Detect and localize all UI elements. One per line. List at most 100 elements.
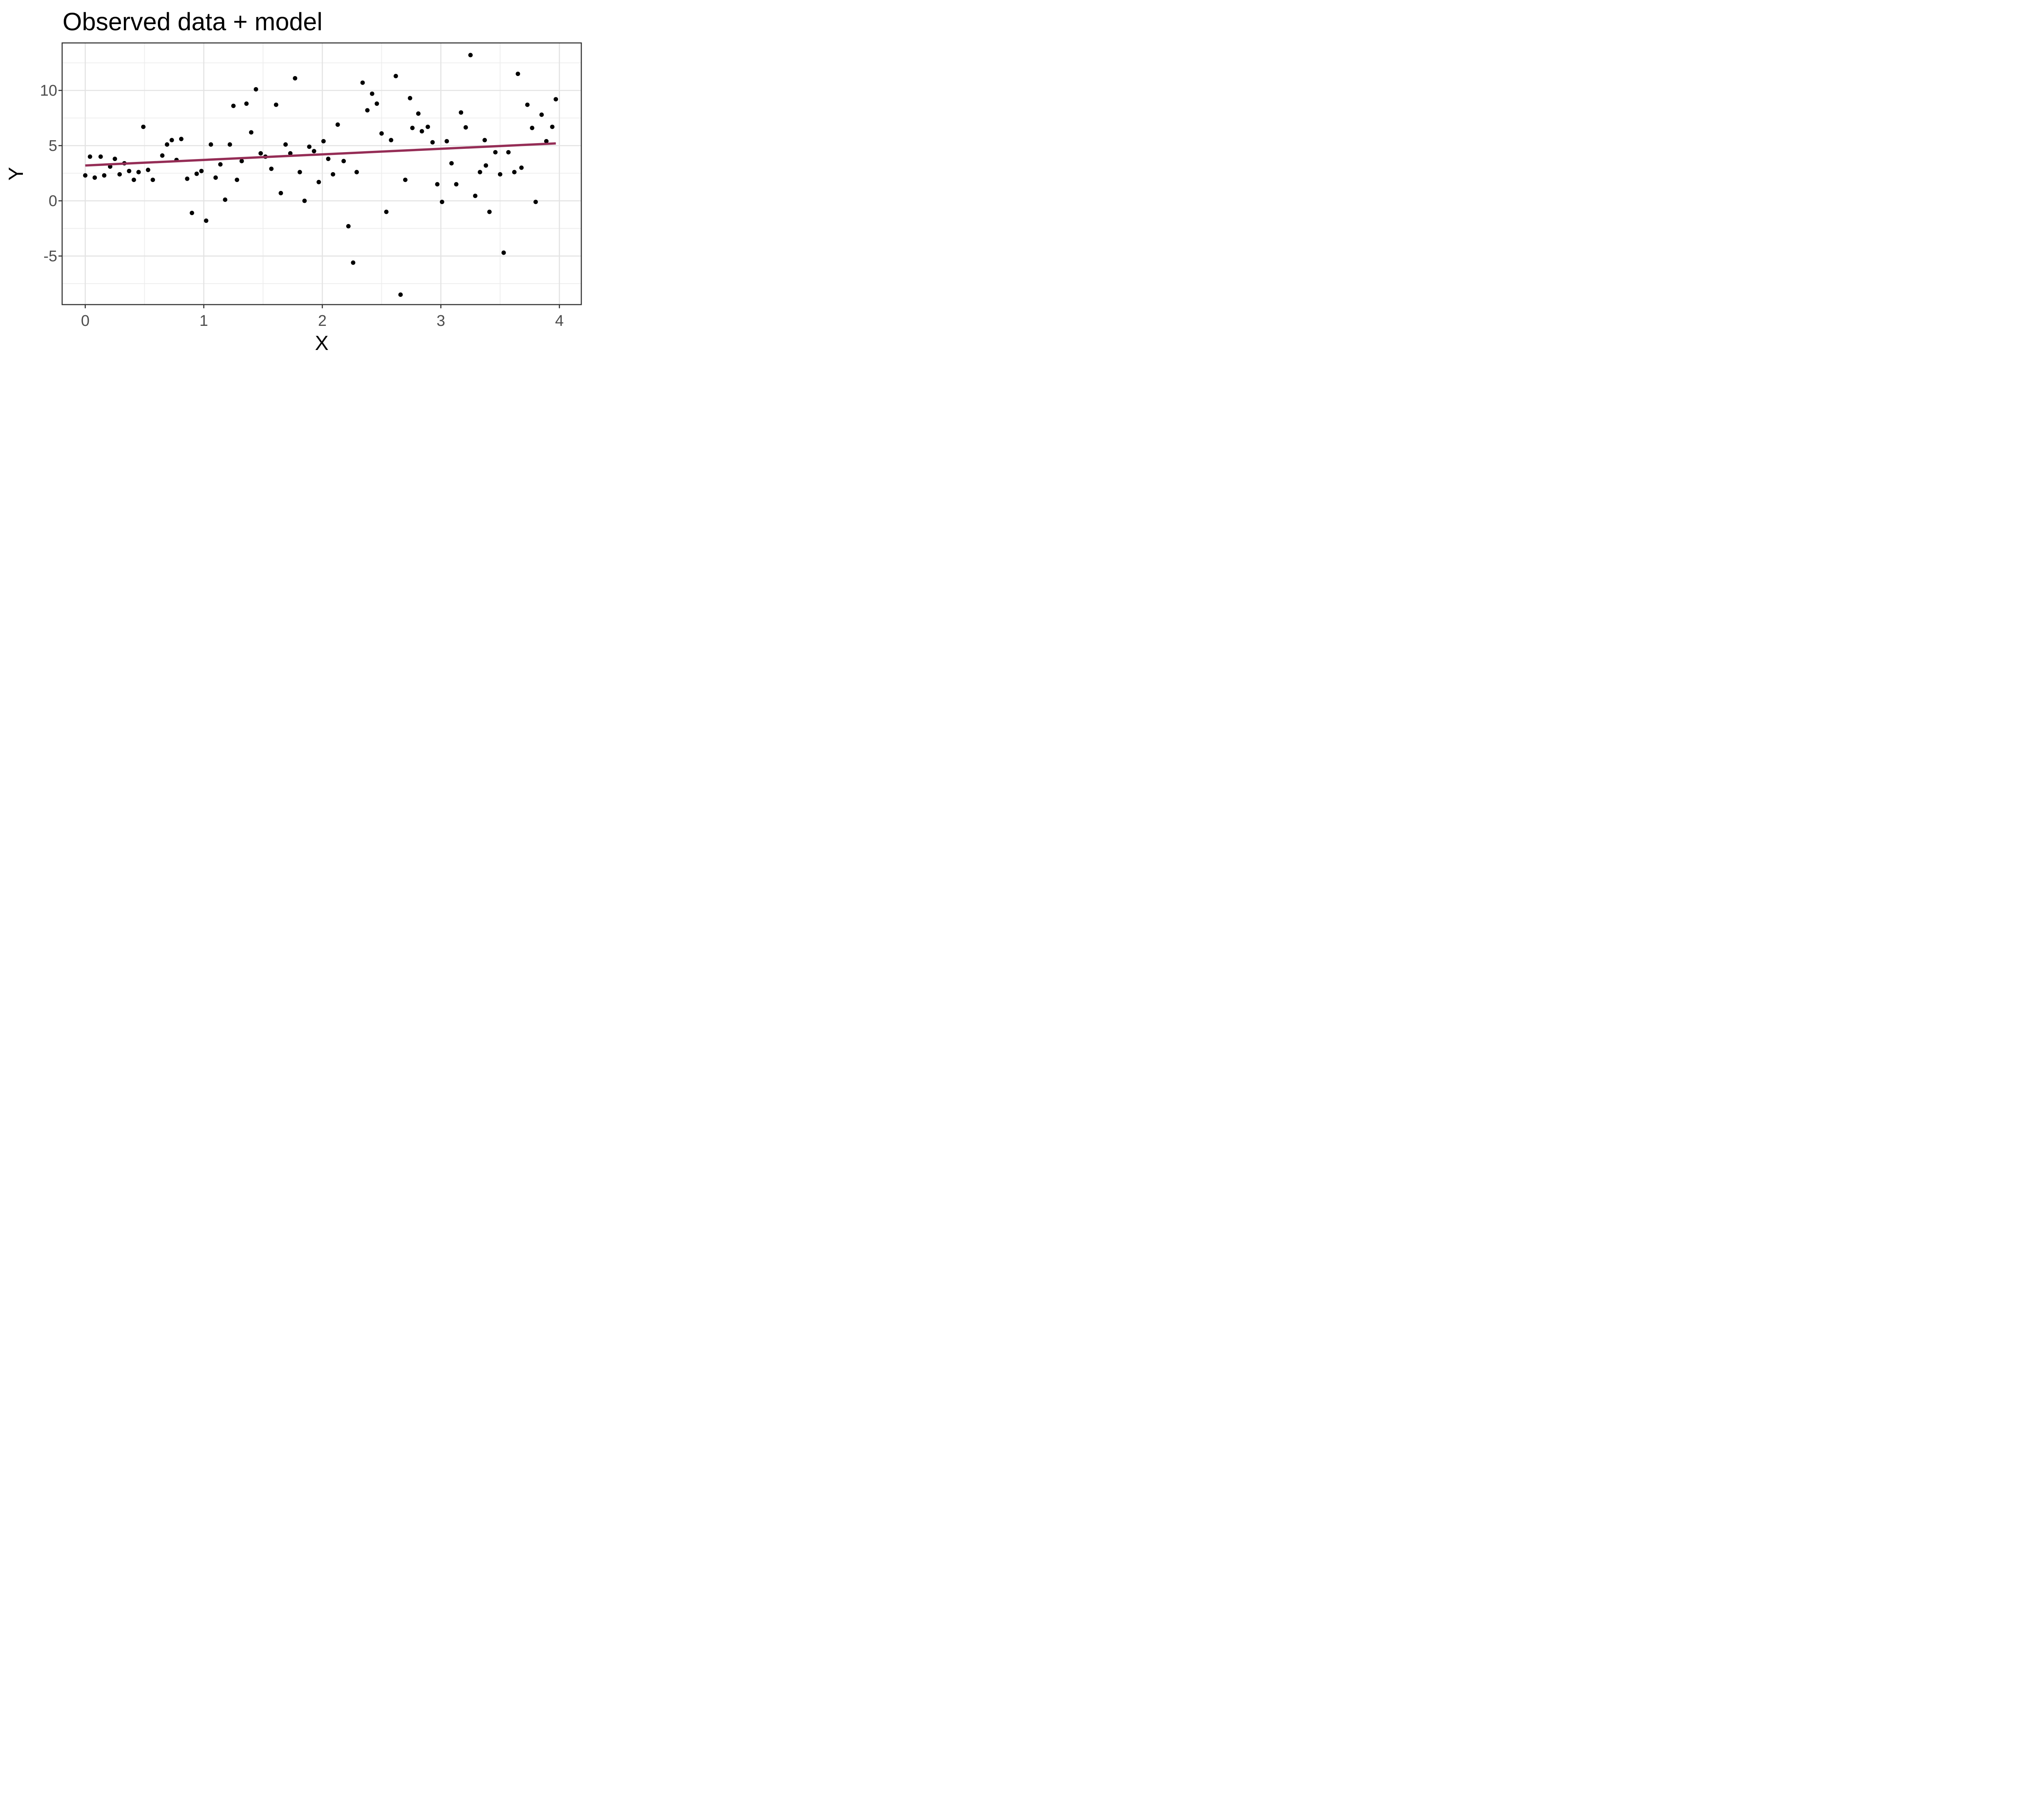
data-point [316, 179, 321, 184]
data-point [223, 197, 228, 202]
data-point [326, 157, 331, 161]
scatter-chart: 0 1 2 3 4 -5 0 5 10 X Y [4, 42, 582, 354]
data-point [321, 139, 326, 144]
data-point [351, 260, 356, 265]
data-point [389, 138, 394, 143]
data-point [419, 129, 424, 134]
y-tick-label: 10 [40, 82, 57, 99]
data-point [539, 112, 544, 117]
y-tick-label: 5 [49, 137, 57, 155]
data-point [379, 131, 384, 136]
data-point [482, 138, 487, 143]
data-point [239, 159, 244, 164]
data-point [444, 139, 449, 144]
y-tick-label: -5 [43, 248, 57, 265]
data-point [384, 209, 389, 214]
data-point [150, 177, 155, 182]
figure: Observed data + model 0 1 2 3 4 -5 0 5 10 X Y [0, 0, 589, 364]
data-point [393, 74, 398, 79]
data-point [127, 168, 132, 173]
data-point [484, 163, 488, 168]
data-point [449, 161, 454, 166]
data-point [335, 122, 340, 127]
data-point [258, 151, 263, 156]
data-point [403, 177, 408, 182]
x-tick-label: 1 [199, 312, 208, 330]
data-point [550, 124, 555, 129]
data-point [515, 72, 520, 76]
data-point [374, 101, 379, 106]
data-point [269, 166, 274, 171]
data-point [83, 173, 87, 178]
data-point [493, 150, 498, 155]
data-point [312, 149, 316, 154]
data-point [410, 126, 415, 130]
data-point [360, 80, 365, 85]
data-point [533, 200, 538, 204]
data-point [519, 165, 524, 170]
data-point [293, 76, 298, 81]
x-tick-label: 0 [81, 312, 90, 330]
data-point [208, 142, 213, 147]
data-point [213, 175, 218, 180]
data-point [112, 157, 117, 161]
data-point [231, 103, 236, 108]
data-point [512, 170, 517, 175]
data-point [459, 110, 464, 115]
data-point [346, 224, 351, 229]
data-point [87, 154, 92, 159]
data-point [439, 200, 444, 204]
data-point [141, 124, 146, 129]
y-axis-title: Y [4, 167, 27, 180]
data-point [190, 211, 194, 215]
data-point [487, 209, 492, 214]
data-point [530, 126, 535, 130]
data-point [341, 159, 346, 164]
data-point [218, 162, 223, 167]
data-point [194, 171, 199, 176]
data-point [185, 176, 190, 181]
data-point [473, 193, 477, 198]
data-point [102, 173, 107, 178]
data-point [454, 182, 459, 187]
data-point [307, 144, 312, 149]
data-point [416, 111, 421, 116]
plot-panel [62, 43, 581, 305]
data-point [283, 142, 288, 147]
x-tick-label: 2 [318, 312, 327, 330]
data-point [365, 108, 370, 113]
data-point [554, 97, 558, 102]
data-point [169, 138, 174, 143]
data-point [179, 137, 184, 141]
data-point [501, 250, 506, 255]
data-point [468, 53, 473, 58]
data-point [506, 150, 511, 155]
data-point [92, 175, 97, 180]
data-point [235, 177, 240, 182]
data-point [117, 172, 122, 177]
data-point [544, 139, 549, 144]
x-tick-label: 4 [555, 312, 564, 330]
data-point [278, 191, 283, 195]
data-point [199, 168, 204, 173]
data-point [430, 140, 435, 145]
data-point [249, 130, 253, 135]
data-point [408, 96, 412, 101]
data-point [253, 87, 258, 92]
data-point [165, 142, 170, 147]
data-point [204, 218, 208, 223]
y-tick-label: 0 [49, 193, 57, 210]
data-point [227, 142, 232, 147]
data-point [331, 172, 335, 177]
data-point [398, 292, 403, 297]
data-point [525, 102, 530, 107]
model-line [85, 142, 556, 167]
data-point [244, 101, 249, 106]
data-point [98, 154, 103, 159]
data-point [477, 170, 482, 175]
plot-title: Observed data + model [63, 8, 323, 36]
data-point [273, 102, 278, 107]
data-point [136, 170, 141, 175]
x-tick-label: 3 [437, 312, 445, 330]
panel-border [61, 42, 582, 305]
